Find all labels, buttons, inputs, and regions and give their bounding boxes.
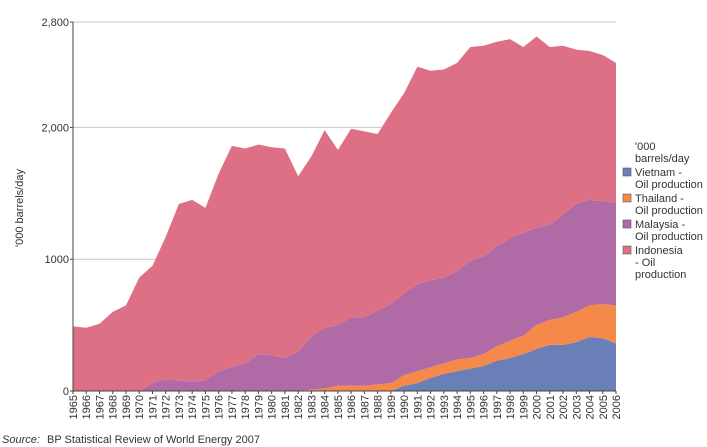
x-tick-label: 1991 (412, 395, 424, 419)
legend-swatch (622, 245, 632, 255)
x-tick-label: 1971 (147, 395, 159, 419)
y-tick-label: 1000 (45, 254, 69, 266)
x-tick-label: 1988 (373, 395, 385, 419)
x-tick-label: 1979 (253, 395, 265, 419)
legend-entry: Indonesia - Oil production (635, 245, 686, 281)
x-tick-label: 1968 (108, 395, 120, 419)
legend-swatch (622, 193, 632, 203)
y-tick-label: 0 (63, 386, 69, 398)
area-malaysia (73, 199, 616, 391)
y-tick-label: 2,800 (41, 17, 69, 29)
y-tick-label: 2,000 (41, 122, 69, 134)
x-tick-label: 1972 (161, 395, 173, 419)
x-tick-label: 1975 (200, 395, 212, 419)
x-tick-label: 1978 (240, 395, 252, 419)
x-tick-label: 1983 (306, 395, 318, 419)
x-tick-label: 2000 (532, 395, 544, 419)
legend-entry: Thailand -Oil production (635, 193, 703, 217)
axes (72, 22, 616, 392)
x-tick-label: 1989 (386, 395, 398, 419)
x-tick-label: 1986 (346, 395, 358, 419)
source-note: Source: BP Statistical Review of World E… (2, 434, 260, 446)
x-tick-label: 1969 (121, 395, 133, 419)
x-tick-label: 1995 (465, 395, 477, 419)
legend-swatch (622, 167, 632, 177)
x-tick-label: 1974 (187, 395, 199, 419)
x-tick-label: 2003 (571, 395, 583, 419)
area-series (73, 36, 616, 391)
legend-entry: Malaysia -Oil production (635, 219, 703, 243)
legend-title: '000 barrels/day (635, 141, 690, 165)
x-tick-label: 1970 (134, 395, 146, 419)
x-tick-label: 2001 (545, 395, 557, 419)
x-tick-label: 1997 (492, 395, 504, 419)
x-tick-label: 1990 (399, 395, 411, 419)
x-tick-label: 1987 (359, 395, 371, 419)
legend: '000 barrels/day Vietnam -Oil productionT… (622, 141, 703, 281)
x-tick-label: 1982 (293, 395, 305, 419)
x-tick-label: 1992 (426, 395, 438, 419)
x-tick-label: 1998 (505, 395, 517, 419)
y-axis-label: '000 barrels/day (14, 169, 26, 247)
source-label: Source: (2, 434, 40, 446)
x-tick-label: 2005 (598, 395, 610, 419)
x-tick-label: 1980 (267, 395, 279, 419)
area-vietnam (73, 336, 616, 391)
y-tick-labels: 0 1000 2,000 2,800 (41, 17, 73, 398)
legend-entry: Vietnam -Oil production (635, 167, 703, 191)
x-tick-label: 1973 (174, 395, 186, 419)
x-tick-label: 1966 (81, 395, 93, 419)
x-tick-label: 1981 (280, 395, 292, 419)
source-text: BP Statistical Review of World Energy 20… (47, 434, 260, 446)
x-tick-label: 1984 (320, 395, 332, 419)
legend-swatch (622, 219, 632, 229)
x-tick-label: 1976 (214, 395, 226, 419)
x-tick-label: 2002 (558, 395, 570, 419)
x-tick-label: 1967 (94, 395, 106, 419)
x-tick-label: 1994 (452, 395, 464, 419)
area-indonesia (73, 36, 616, 391)
x-tick-label: 1999 (518, 395, 530, 419)
area-thailand (73, 304, 616, 391)
x-tick-label: 1985 (333, 395, 345, 419)
x-tick-labels: 1965 1966 1967 1968 1969 1970 1971 1972 1973 1974… (68, 391, 623, 419)
x-tick-label: 1965 (68, 395, 80, 419)
x-tick-label: 1996 (479, 395, 491, 419)
x-tick-label: 1977 (227, 395, 239, 419)
x-tick-label: 2006 (611, 395, 623, 419)
x-tick-label: 1993 (439, 395, 451, 419)
x-tick-label: 2004 (585, 395, 597, 419)
